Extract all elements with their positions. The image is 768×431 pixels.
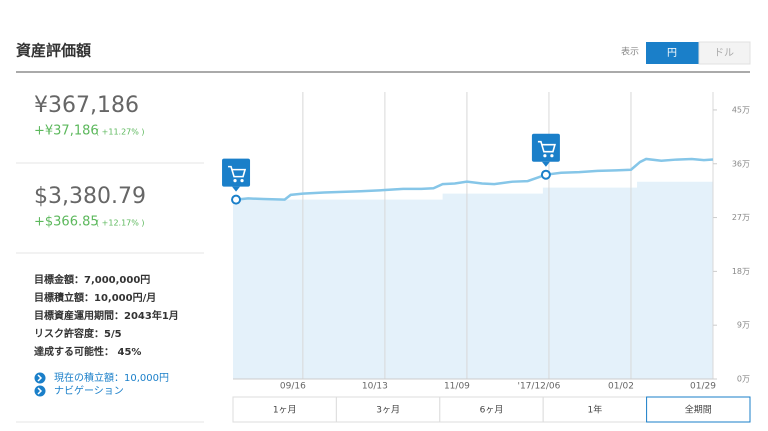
range-button[interactable] — [439, 396, 544, 423]
goal-item: 達成する可能性： 45% — [34, 345, 141, 358]
range-button-label[interactable]: 3ヶ月 — [376, 405, 400, 416]
goal-item: 目標金額：7,000,000円 — [34, 273, 150, 286]
range-button[interactable] — [232, 396, 337, 423]
range-button-label[interactable]: 6ヶ月 — [480, 405, 504, 416]
currency-option[interactable]: ドル — [714, 48, 734, 59]
currency-option[interactable]: 円 — [667, 48, 677, 59]
cart-wheel — [240, 179, 244, 183]
purchase-icon — [222, 158, 251, 187]
range-button[interactable] — [646, 396, 751, 423]
currency-button[interactable] — [698, 41, 751, 65]
usd-value: $3,380.79 — [34, 184, 146, 209]
range-button-label[interactable]: 全期間 — [685, 404, 712, 416]
y-tick-label: 9万 — [737, 321, 750, 330]
purchase-icon-pointer — [541, 161, 550, 167]
goal-list: 目標金額：7,000,000円目標積立額：10,000円/月目標資産運用期間：2… — [34, 273, 179, 358]
goal-item: 目標積立額：10,000円/月 — [34, 291, 156, 304]
cart-wheel — [543, 154, 547, 158]
y-tick-label: 36万 — [732, 159, 750, 168]
x-tick-label: 01/29 — [690, 382, 716, 392]
chart: 09/16 10/13 11/09 '17/12/06 01/02 01/29 0万 9万 18… — [222, 92, 750, 392]
x-tick-label: 11/09 — [444, 382, 470, 392]
usd-change: +$366.85 — [34, 215, 99, 230]
link[interactable]: ナビゲーション — [54, 385, 124, 397]
y-tick-label: 18万 — [732, 267, 750, 276]
y-tick-label: 45万 — [732, 105, 750, 114]
y-tick-label: 27万 — [732, 213, 750, 222]
x-tick-label: '17/12/06 — [517, 382, 560, 392]
link-icon-arrow[interactable] — [37, 374, 43, 382]
currency-button[interactable] — [646, 42, 699, 64]
cart-glyph — [537, 140, 556, 153]
usd-change-pct: ( +12.17% ) — [96, 219, 145, 228]
range-button-label[interactable]: 1ヶ月 — [273, 405, 297, 416]
goal-item: リスク許容度：5/5 — [34, 327, 122, 340]
y-tick-label: 0万 — [737, 375, 750, 384]
range-button-label[interactable]: 1年 — [588, 404, 603, 416]
cart-wheel — [550, 154, 554, 158]
area — [233, 181, 713, 379]
range-buttons: 1ヶ月 3ヶ月 6ヶ月 1年 全期間 — [232, 396, 751, 423]
yen-value: ¥367,186 — [34, 93, 139, 118]
x-tick-label: 09/16 — [280, 382, 306, 392]
yen-change: +¥37,186 — [34, 124, 99, 139]
line — [235, 157, 714, 201]
display-label: 表示 — [621, 46, 639, 58]
link-icon-arrow[interactable] — [37, 387, 43, 395]
x-tick-label: 01/02 — [608, 382, 634, 392]
x-tick-label: 10/13 — [362, 382, 388, 392]
page-title: 資産評価額 — [16, 42, 91, 60]
purchase-icon-pointer — [232, 186, 241, 192]
yen-change-pct: ( +11.27% ) — [96, 128, 145, 137]
cart-wheel — [233, 179, 237, 183]
link[interactable]: 現在の積立額：10,000円 — [54, 371, 169, 384]
purchase-point — [540, 169, 551, 180]
cart-glyph — [228, 165, 247, 178]
goal-item: 目標資産運用期間：2043年1月 — [34, 309, 179, 322]
purchase-icon — [531, 133, 560, 162]
purchase-point — [231, 194, 242, 205]
